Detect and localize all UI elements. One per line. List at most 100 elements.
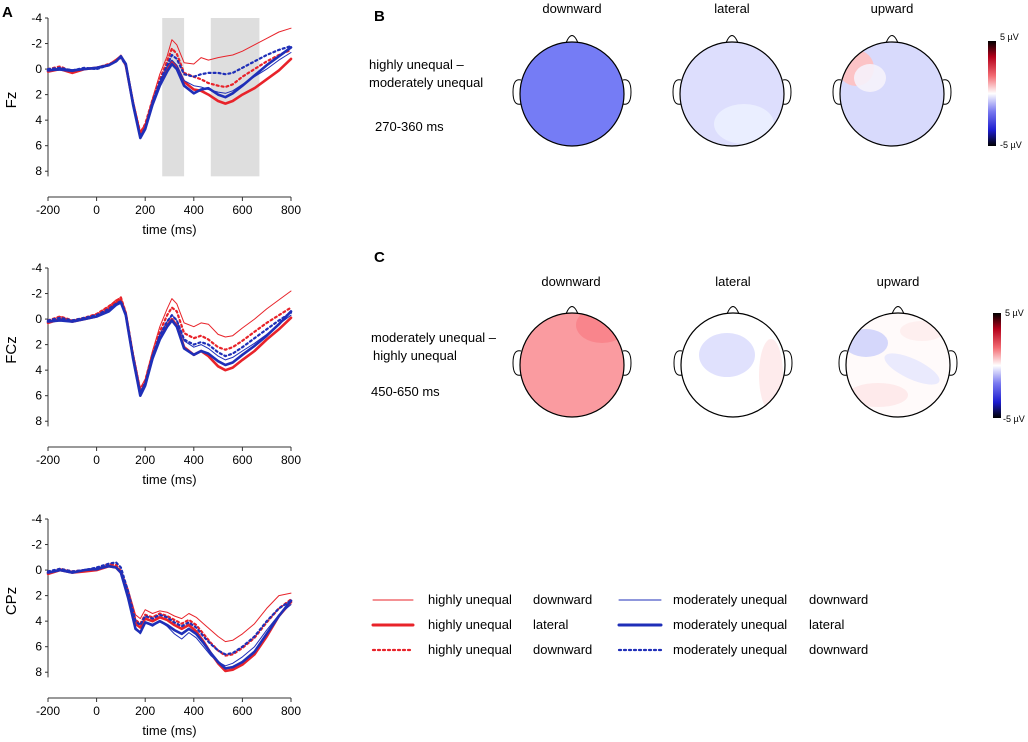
y-tick-label: 0 xyxy=(35,563,42,577)
legend-item: highly unequal downward xyxy=(372,592,592,607)
legend-group-label: highly unequal xyxy=(428,592,512,607)
topomap-title-downward: downward xyxy=(541,274,600,289)
legend-group-label: moderately unequal xyxy=(673,642,787,657)
nose-shape xyxy=(565,35,579,44)
colorbar-max-label: 5 µV xyxy=(1005,308,1024,318)
x-tick-label: 600 xyxy=(232,453,252,467)
series-line xyxy=(46,300,293,395)
ear-shape xyxy=(832,79,842,105)
legend-item: moderately unequal downward xyxy=(618,592,868,607)
topomap xyxy=(673,306,793,418)
y-tick-label: 0 xyxy=(35,62,42,76)
ear-shape xyxy=(673,350,683,376)
head-outline xyxy=(839,41,945,147)
colorbar xyxy=(993,313,1001,418)
topomap xyxy=(838,306,958,418)
y-tick-label: -4 xyxy=(31,261,42,275)
topomap xyxy=(672,35,792,147)
head-outline xyxy=(845,312,951,418)
y-axis-label: CPz xyxy=(3,587,20,615)
topomap-patch xyxy=(699,333,755,377)
topomap-title-upward: upward xyxy=(877,274,920,289)
nose-shape xyxy=(725,35,739,44)
erp-chart-cpz: -4 -2 0 2 4 6 8 -200 0 200 400 600 800 time (ms) CPz xyxy=(3,512,301,738)
y-tick-label: -2 xyxy=(31,287,42,301)
x-axis-label: time (ms) xyxy=(142,472,196,487)
y-tick-label: 4 xyxy=(35,363,42,377)
contrast-line-1: highly unequal – xyxy=(369,57,464,72)
x-tick-label: -200 xyxy=(36,203,60,217)
series-line xyxy=(46,44,293,138)
ear-shape xyxy=(783,350,793,376)
y-tick-label: 4 xyxy=(35,113,42,127)
series-line xyxy=(46,561,293,656)
head-outline xyxy=(519,41,625,147)
y-axis-label: Fz xyxy=(3,92,20,109)
x-tick-label: 400 xyxy=(184,704,204,718)
legend-condition-label: lateral xyxy=(809,617,845,632)
ear-shape xyxy=(622,350,632,376)
head-outline xyxy=(680,312,786,418)
topomap-patch xyxy=(854,64,886,92)
topomap-title-upward: upward xyxy=(871,1,914,16)
head-outline xyxy=(679,41,785,147)
x-axis-label: time (ms) xyxy=(142,723,196,738)
legend-condition-label: downward xyxy=(533,592,592,607)
topomap-patch xyxy=(576,313,624,343)
legend-condition-label: downward xyxy=(809,642,868,657)
x-tick-label: -200 xyxy=(36,704,60,718)
y-tick-label: 4 xyxy=(35,614,42,628)
series-line xyxy=(46,562,293,657)
erp-chart-fcz: -4 -2 0 2 4 6 8 -200 0 200 400 600 800 time (ms) FCz xyxy=(3,261,301,487)
y-tick-label: -2 xyxy=(31,37,42,51)
nose-shape xyxy=(891,306,905,315)
colorbar-min-label: -5 µV xyxy=(1003,414,1025,424)
y-tick-label: 2 xyxy=(35,589,42,603)
legend-group-label: highly unequal xyxy=(428,617,512,632)
x-tick-label: 600 xyxy=(232,203,252,217)
x-tick-label: 800 xyxy=(281,203,301,217)
ear-shape xyxy=(782,79,792,105)
colorbar-max-label: 5 µV xyxy=(1000,32,1019,42)
nose-shape xyxy=(726,306,740,315)
x-tick-label: 200 xyxy=(135,704,155,718)
topomap-patch xyxy=(884,353,940,385)
y-tick-label: -2 xyxy=(31,538,42,552)
topomap-panel-b: highly unequal – moderately unequal 270-… xyxy=(369,1,1022,150)
y-tick-label: 8 xyxy=(35,414,42,428)
ear-shape xyxy=(622,79,632,105)
ear-shape xyxy=(672,79,682,105)
time-window: 450-650 ms xyxy=(371,384,440,399)
contrast-line-1: moderately unequal – xyxy=(371,330,497,345)
y-tick-label: -4 xyxy=(31,512,42,526)
series-line xyxy=(46,564,293,670)
legend-group-label: moderately unequal xyxy=(673,592,787,607)
topomap xyxy=(512,35,632,147)
topomap-fill xyxy=(520,42,624,146)
panel-label-b: B xyxy=(374,8,385,25)
legend-item: highly unequal lateral xyxy=(371,617,569,632)
ear-shape xyxy=(512,350,522,376)
x-tick-label: 600 xyxy=(232,704,252,718)
legend-item: moderately unequal downward xyxy=(617,642,868,657)
head-outline xyxy=(519,312,625,418)
x-tick-label: 0 xyxy=(93,203,100,217)
panel-label-a: A xyxy=(2,4,13,21)
y-tick-label: 0 xyxy=(35,312,42,326)
topomap xyxy=(512,306,632,418)
legend-condition-label: lateral xyxy=(533,617,569,632)
topomap xyxy=(832,35,952,147)
nose-shape xyxy=(885,35,899,44)
y-tick-label: 8 xyxy=(35,665,42,679)
contrast-line-2: moderately unequal xyxy=(369,75,483,90)
shaded-window xyxy=(162,18,185,177)
ear-shape xyxy=(942,79,952,105)
panel-label-c: C xyxy=(374,249,385,266)
x-tick-label: 0 xyxy=(93,453,100,467)
series-line xyxy=(47,564,292,643)
topomap-title-downward: downward xyxy=(542,1,601,16)
colorbar xyxy=(988,41,996,146)
x-tick-label: 400 xyxy=(184,453,204,467)
legend-condition-label: downward xyxy=(533,642,592,657)
y-tick-label: 6 xyxy=(35,640,42,654)
